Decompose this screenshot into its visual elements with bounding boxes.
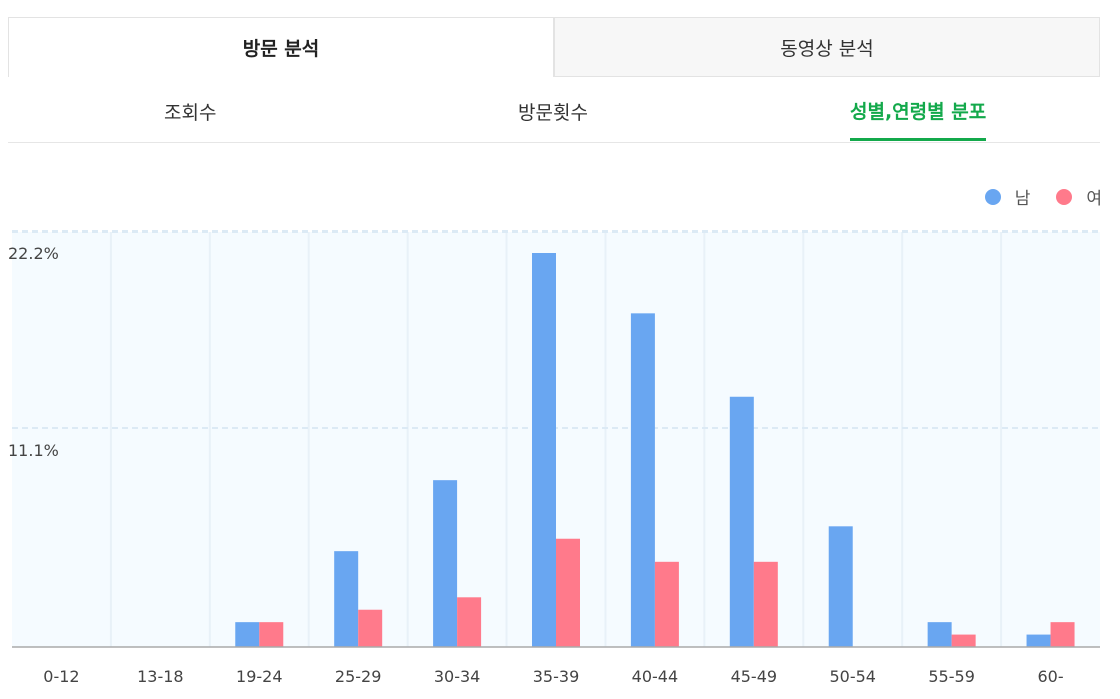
female-dot-icon: [1056, 188, 1073, 205]
y-tick-label: 11.1%: [8, 441, 59, 460]
x-tick-label: 13-18: [137, 667, 184, 686]
bar-female: [556, 538, 580, 647]
bar-male: [927, 622, 952, 647]
main-tabs: 방문 분석 동영상 분석: [8, 17, 1100, 77]
x-tick-label: 60-: [1037, 667, 1063, 686]
bar-male: [334, 551, 359, 647]
x-tick-label: 50-54: [829, 667, 876, 686]
x-tick-label: 30-34: [434, 667, 481, 686]
bar-male: [235, 622, 260, 647]
bar-male: [1026, 634, 1051, 647]
bar-male: [630, 313, 655, 647]
x-tick-label: 45-49: [731, 667, 778, 686]
x-tick-label: 25-29: [335, 667, 382, 686]
bar-female: [457, 597, 482, 647]
tab-gender-age[interactable]: 성별,연령별 분포: [850, 82, 987, 141]
bar-female: [951, 634, 976, 647]
y-tick-label: 22.2%: [8, 244, 59, 263]
bar-female: [654, 561, 679, 647]
x-tick-label: 55-59: [928, 667, 975, 686]
bar-female: [358, 609, 383, 647]
bar-female: [1050, 622, 1075, 647]
bar-chart: 22.2% 11.1% 0-12 13-18 19-24 25-29 30-34 35-39 4…: [8, 230, 1100, 686]
x-tick-label: 0-12: [43, 667, 79, 686]
legend-label-female: 여: [1086, 189, 1102, 209]
bar-male: [729, 396, 754, 647]
bar-male: [828, 526, 853, 647]
bar-female: [259, 622, 284, 647]
sub-tabs: 조회수 방문횟수 성별,연령별 분포: [8, 82, 1100, 143]
bar-female: [753, 561, 778, 647]
tab-views[interactable]: 조회수: [164, 102, 217, 124]
x-tick-label: 40-44: [632, 667, 679, 686]
chart-legend: 남 여: [959, 184, 1102, 209]
bar-male: [532, 253, 556, 647]
x-tick-label: 19-24: [236, 667, 283, 686]
tab-video-analysis[interactable]: 동영상 분석: [554, 17, 1100, 77]
legend-item-female[interactable]: 여: [1056, 184, 1102, 209]
tab-visit-analysis[interactable]: 방문 분석: [8, 17, 554, 77]
legend-label-male: 남: [1014, 189, 1031, 209]
bar-male: [433, 480, 458, 647]
tab-visit-count[interactable]: 방문횟수: [518, 102, 588, 124]
x-tick-label: 35-39: [533, 667, 580, 686]
male-dot-icon: [984, 188, 1001, 205]
legend-item-male[interactable]: 남: [984, 184, 1031, 209]
